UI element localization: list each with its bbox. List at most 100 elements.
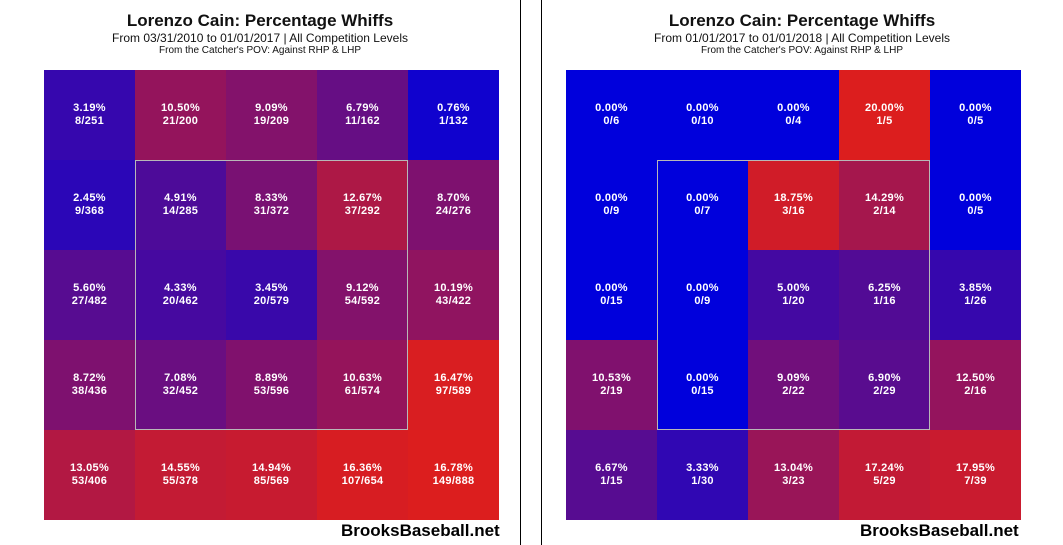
panel-gap	[521, 0, 541, 545]
cell-percentage: 20.00%	[864, 102, 905, 114]
cell-fraction: 3/16	[782, 205, 805, 217]
cell-fraction: 1/15	[600, 475, 623, 487]
heatmap-cell: 17.24% 5/29	[839, 430, 930, 520]
chart-pov-note: From the Catcher's POV: Against RHP & LH…	[159, 45, 361, 56]
cell-fraction: 24/276	[435, 205, 472, 217]
cell-percentage: 0.00%	[595, 102, 628, 114]
chart-subtitle: From 03/31/2010 to 01/01/2017 | All Comp…	[112, 31, 408, 45]
cell-percentage: 0.00%	[686, 372, 719, 384]
brand-watermark: BrooksBaseball.net	[860, 521, 1019, 540]
cell-fraction: 0/5	[967, 205, 984, 217]
cell-percentage: 6.79%	[346, 102, 379, 114]
cell-percentage: 7.08%	[164, 372, 197, 384]
cell-percentage: 4.33%	[164, 282, 197, 294]
cell-percentage: 14.29%	[864, 192, 905, 204]
cell-fraction: 0/15	[600, 295, 623, 307]
cell-fraction: 2/22	[782, 385, 805, 397]
cell-percentage: 10.53%	[591, 372, 632, 384]
cell-percentage: 10.63%	[342, 372, 383, 384]
cell-fraction: 0/10	[691, 115, 714, 127]
cell-percentage: 0.76%	[437, 102, 470, 114]
heatmap-cell: 16.47% 97/589	[408, 340, 499, 430]
cell-percentage: 5.00%	[777, 282, 810, 294]
chart-pov-note: From the Catcher's POV: Against RHP & LH…	[701, 45, 903, 56]
heatmap-cell: 14.29% 2/14	[839, 160, 930, 250]
cell-percentage: 17.24%	[864, 462, 905, 474]
cell-fraction: 27/482	[71, 295, 108, 307]
heatmap-cell: 6.90% 2/29	[839, 340, 930, 430]
heatmap-cell: 9.09% 19/209	[226, 70, 317, 160]
cell-percentage: 6.67%	[595, 462, 628, 474]
heatmap-cell: 8.70% 24/276	[408, 160, 499, 250]
cell-fraction: 54/592	[344, 295, 381, 307]
cell-fraction: 0/9	[603, 205, 620, 217]
cell-fraction: 20/462	[162, 295, 199, 307]
cell-percentage: 0.00%	[959, 102, 992, 114]
cell-fraction: 0/9	[694, 295, 711, 307]
cell-percentage: 4.91%	[164, 192, 197, 204]
cell-percentage: 8.33%	[255, 192, 288, 204]
cell-percentage: 6.25%	[868, 282, 901, 294]
heatmap-cell: 6.79% 11/162	[317, 70, 408, 160]
heatmap-cell: 12.50% 2/16	[930, 340, 1021, 430]
cell-fraction: 38/436	[71, 385, 108, 397]
cell-percentage: 0.00%	[686, 192, 719, 204]
cell-fraction: 8/251	[74, 115, 105, 127]
cell-fraction: 5/29	[873, 475, 896, 487]
heatmap-cell: 4.33% 20/462	[135, 250, 226, 340]
cell-fraction: 61/574	[344, 385, 381, 397]
cell-fraction: 0/15	[691, 385, 714, 397]
cell-fraction: 0/4	[785, 115, 802, 127]
cell-fraction: 2/16	[964, 385, 987, 397]
cell-fraction: 0/6	[603, 115, 620, 127]
heatmap-cell: 14.55% 55/378	[135, 430, 226, 520]
cell-percentage: 10.19%	[433, 282, 474, 294]
cell-fraction: 149/888	[432, 475, 475, 487]
heatmap-cell: 6.25% 1/16	[839, 250, 930, 340]
cell-fraction: 19/209	[253, 115, 290, 127]
cell-percentage: 0.00%	[686, 282, 719, 294]
heatmap-cell: 4.91% 14/285	[135, 160, 226, 250]
cell-percentage: 16.47%	[433, 372, 474, 384]
cell-fraction: 1/5	[876, 115, 893, 127]
chart-subtitle: From 01/01/2017 to 01/01/2018 | All Comp…	[654, 31, 950, 45]
cell-percentage: 10.50%	[160, 102, 201, 114]
cell-fraction: 0/5	[967, 115, 984, 127]
cell-fraction: 53/596	[253, 385, 290, 397]
cell-percentage: 18.75%	[773, 192, 814, 204]
chart-panel-right: Lorenzo Cain: Percentage Whiffs From 01/…	[541, 0, 1062, 545]
heatmap-cell: 13.05% 53/406	[44, 430, 135, 520]
cell-percentage: 0.00%	[686, 102, 719, 114]
cell-fraction: 32/452	[162, 385, 199, 397]
cell-fraction: 2/14	[873, 205, 896, 217]
heatmap-cell: 2.45% 9/368	[44, 160, 135, 250]
cell-percentage: 0.00%	[777, 102, 810, 114]
heatmap-cell: 0.00% 0/9	[657, 250, 748, 340]
cell-fraction: 3/23	[782, 475, 805, 487]
heatmap-cell: 10.19% 43/422	[408, 250, 499, 340]
heatmap-cell: 12.67% 37/292	[317, 160, 408, 250]
cell-percentage: 14.55%	[160, 462, 201, 474]
cell-fraction: 1/20	[782, 295, 805, 307]
cell-percentage: 12.67%	[342, 192, 383, 204]
cell-fraction: 20/579	[253, 295, 290, 307]
cell-fraction: 1/16	[873, 295, 896, 307]
heatmap-cell: 0.00% 0/10	[657, 70, 748, 160]
cell-fraction: 1/26	[964, 295, 987, 307]
cell-fraction: 2/29	[873, 385, 896, 397]
cell-percentage: 8.70%	[437, 192, 470, 204]
heatmap-cell: 20.00% 1/5	[839, 70, 930, 160]
heatmap-cell: 9.12% 54/592	[317, 250, 408, 340]
cell-fraction: 43/422	[435, 295, 472, 307]
cell-fraction: 21/200	[162, 115, 199, 127]
cell-percentage: 0.00%	[595, 282, 628, 294]
heatmap-cell: 5.00% 1/20	[748, 250, 839, 340]
cell-percentage: 0.00%	[959, 192, 992, 204]
cell-percentage: 16.78%	[433, 462, 474, 474]
heatmap-cell: 0.00% 0/9	[566, 160, 657, 250]
heatmap-cell: 0.00% 0/15	[657, 340, 748, 430]
chart-title: Lorenzo Cain: Percentage Whiffs	[668, 11, 936, 30]
chart-panel-left: Lorenzo Cain: Percentage Whiffs From 03/…	[0, 0, 521, 545]
cell-fraction: 1/30	[691, 475, 714, 487]
cell-percentage: 17.95%	[955, 462, 996, 474]
